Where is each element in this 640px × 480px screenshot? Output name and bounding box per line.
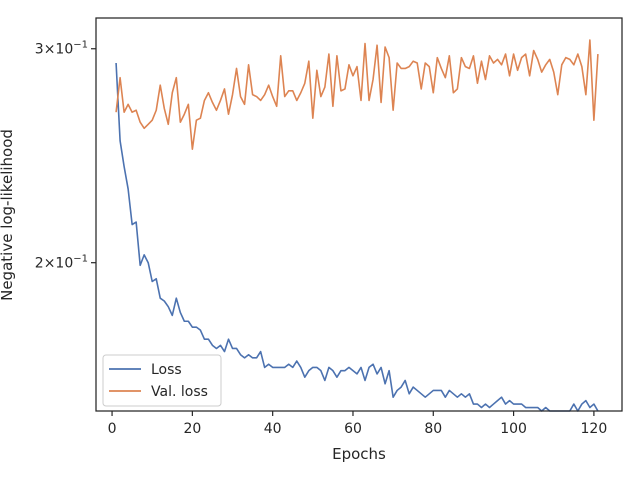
x-tick-label: 120 xyxy=(581,421,608,437)
x-tick-label: 100 xyxy=(500,421,527,437)
y-axis-label: Negative log-likelihood xyxy=(0,129,16,301)
x-tick-label: 20 xyxy=(183,421,201,437)
legend-label-val-loss: Val. loss xyxy=(151,384,208,400)
x-axis-ticks: 0 20 40 60 80 100 120 xyxy=(108,411,608,437)
y-axis-ticks: 2×10−1 3×10−1 xyxy=(35,40,96,272)
series-line-val-loss xyxy=(115,39,599,150)
y-tick-label: 3×10−1 xyxy=(35,40,88,58)
legend-label-loss: Loss xyxy=(151,362,182,378)
x-tick-label: 40 xyxy=(264,421,282,437)
x-tick-label: 80 xyxy=(424,421,442,437)
y-tick-label: 2×10−1 xyxy=(35,254,88,272)
x-axis-label: Epochs xyxy=(332,445,386,463)
legend: Loss Val. loss xyxy=(102,354,222,407)
series-layer xyxy=(115,39,599,412)
x-tick-label: 60 xyxy=(344,421,362,437)
legend-box xyxy=(102,354,222,407)
x-tick-label: 0 xyxy=(108,421,117,437)
axes-frame xyxy=(95,17,623,412)
series-line-loss xyxy=(115,62,599,412)
